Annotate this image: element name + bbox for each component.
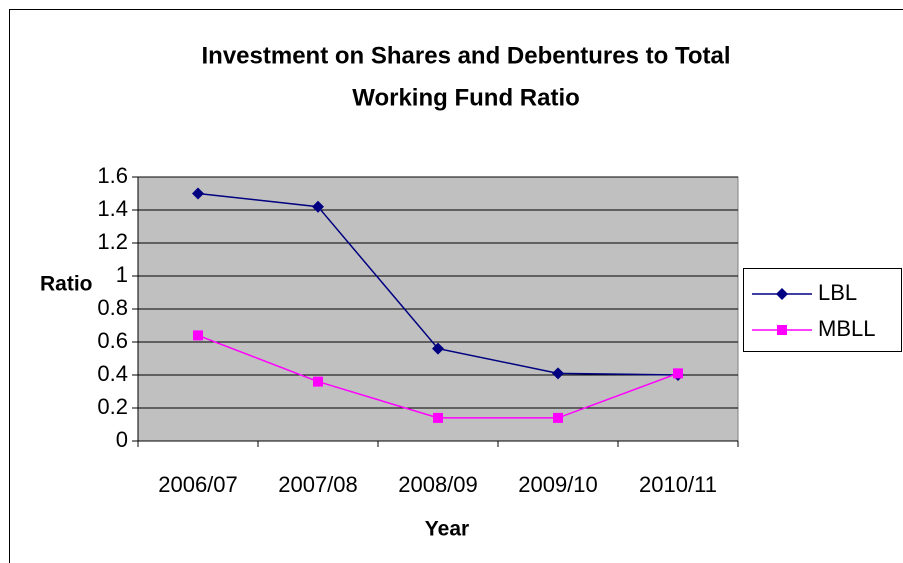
legend-label: MBLL bbox=[818, 316, 875, 341]
marker bbox=[192, 187, 204, 200]
x-tick-label: 2010/11 bbox=[639, 472, 717, 497]
chart-title: Working Fund Ratio bbox=[352, 84, 580, 111]
chart-title: Investment on Shares and Debentures to T… bbox=[202, 42, 731, 69]
x-tick-label: 2008/09 bbox=[398, 472, 478, 497]
legend-label: LBL bbox=[818, 280, 857, 305]
marker bbox=[313, 376, 323, 387]
y-axis-title: Ratio bbox=[40, 273, 93, 296]
marker bbox=[312, 200, 324, 213]
y-tick-label: 0 bbox=[116, 427, 128, 452]
marker bbox=[552, 367, 564, 380]
y-tick-label: 0.6 bbox=[97, 328, 128, 353]
y-tick-label: 0.4 bbox=[97, 361, 128, 386]
y-tick-label: 1.2 bbox=[97, 229, 128, 254]
y-tick-label: 1 bbox=[116, 262, 128, 287]
x-tick-label: 2009/10 bbox=[518, 472, 598, 497]
marker bbox=[193, 330, 203, 341]
y-tick-label: 0.2 bbox=[97, 394, 128, 419]
marker bbox=[777, 325, 787, 335]
marker bbox=[553, 412, 563, 423]
x-tick-label: 2006/07 bbox=[158, 472, 238, 497]
marker bbox=[433, 412, 443, 423]
y-tick-label: 1.6 bbox=[97, 163, 128, 188]
marker bbox=[776, 288, 788, 300]
marker bbox=[432, 342, 444, 355]
legend bbox=[743, 268, 902, 352]
x-tick-label: 2007/08 bbox=[278, 472, 358, 497]
x-axis-title: Year bbox=[425, 518, 469, 541]
y-tick-label: 0.8 bbox=[97, 295, 128, 320]
marker bbox=[673, 368, 683, 379]
y-tick-label: 1.4 bbox=[97, 196, 128, 221]
